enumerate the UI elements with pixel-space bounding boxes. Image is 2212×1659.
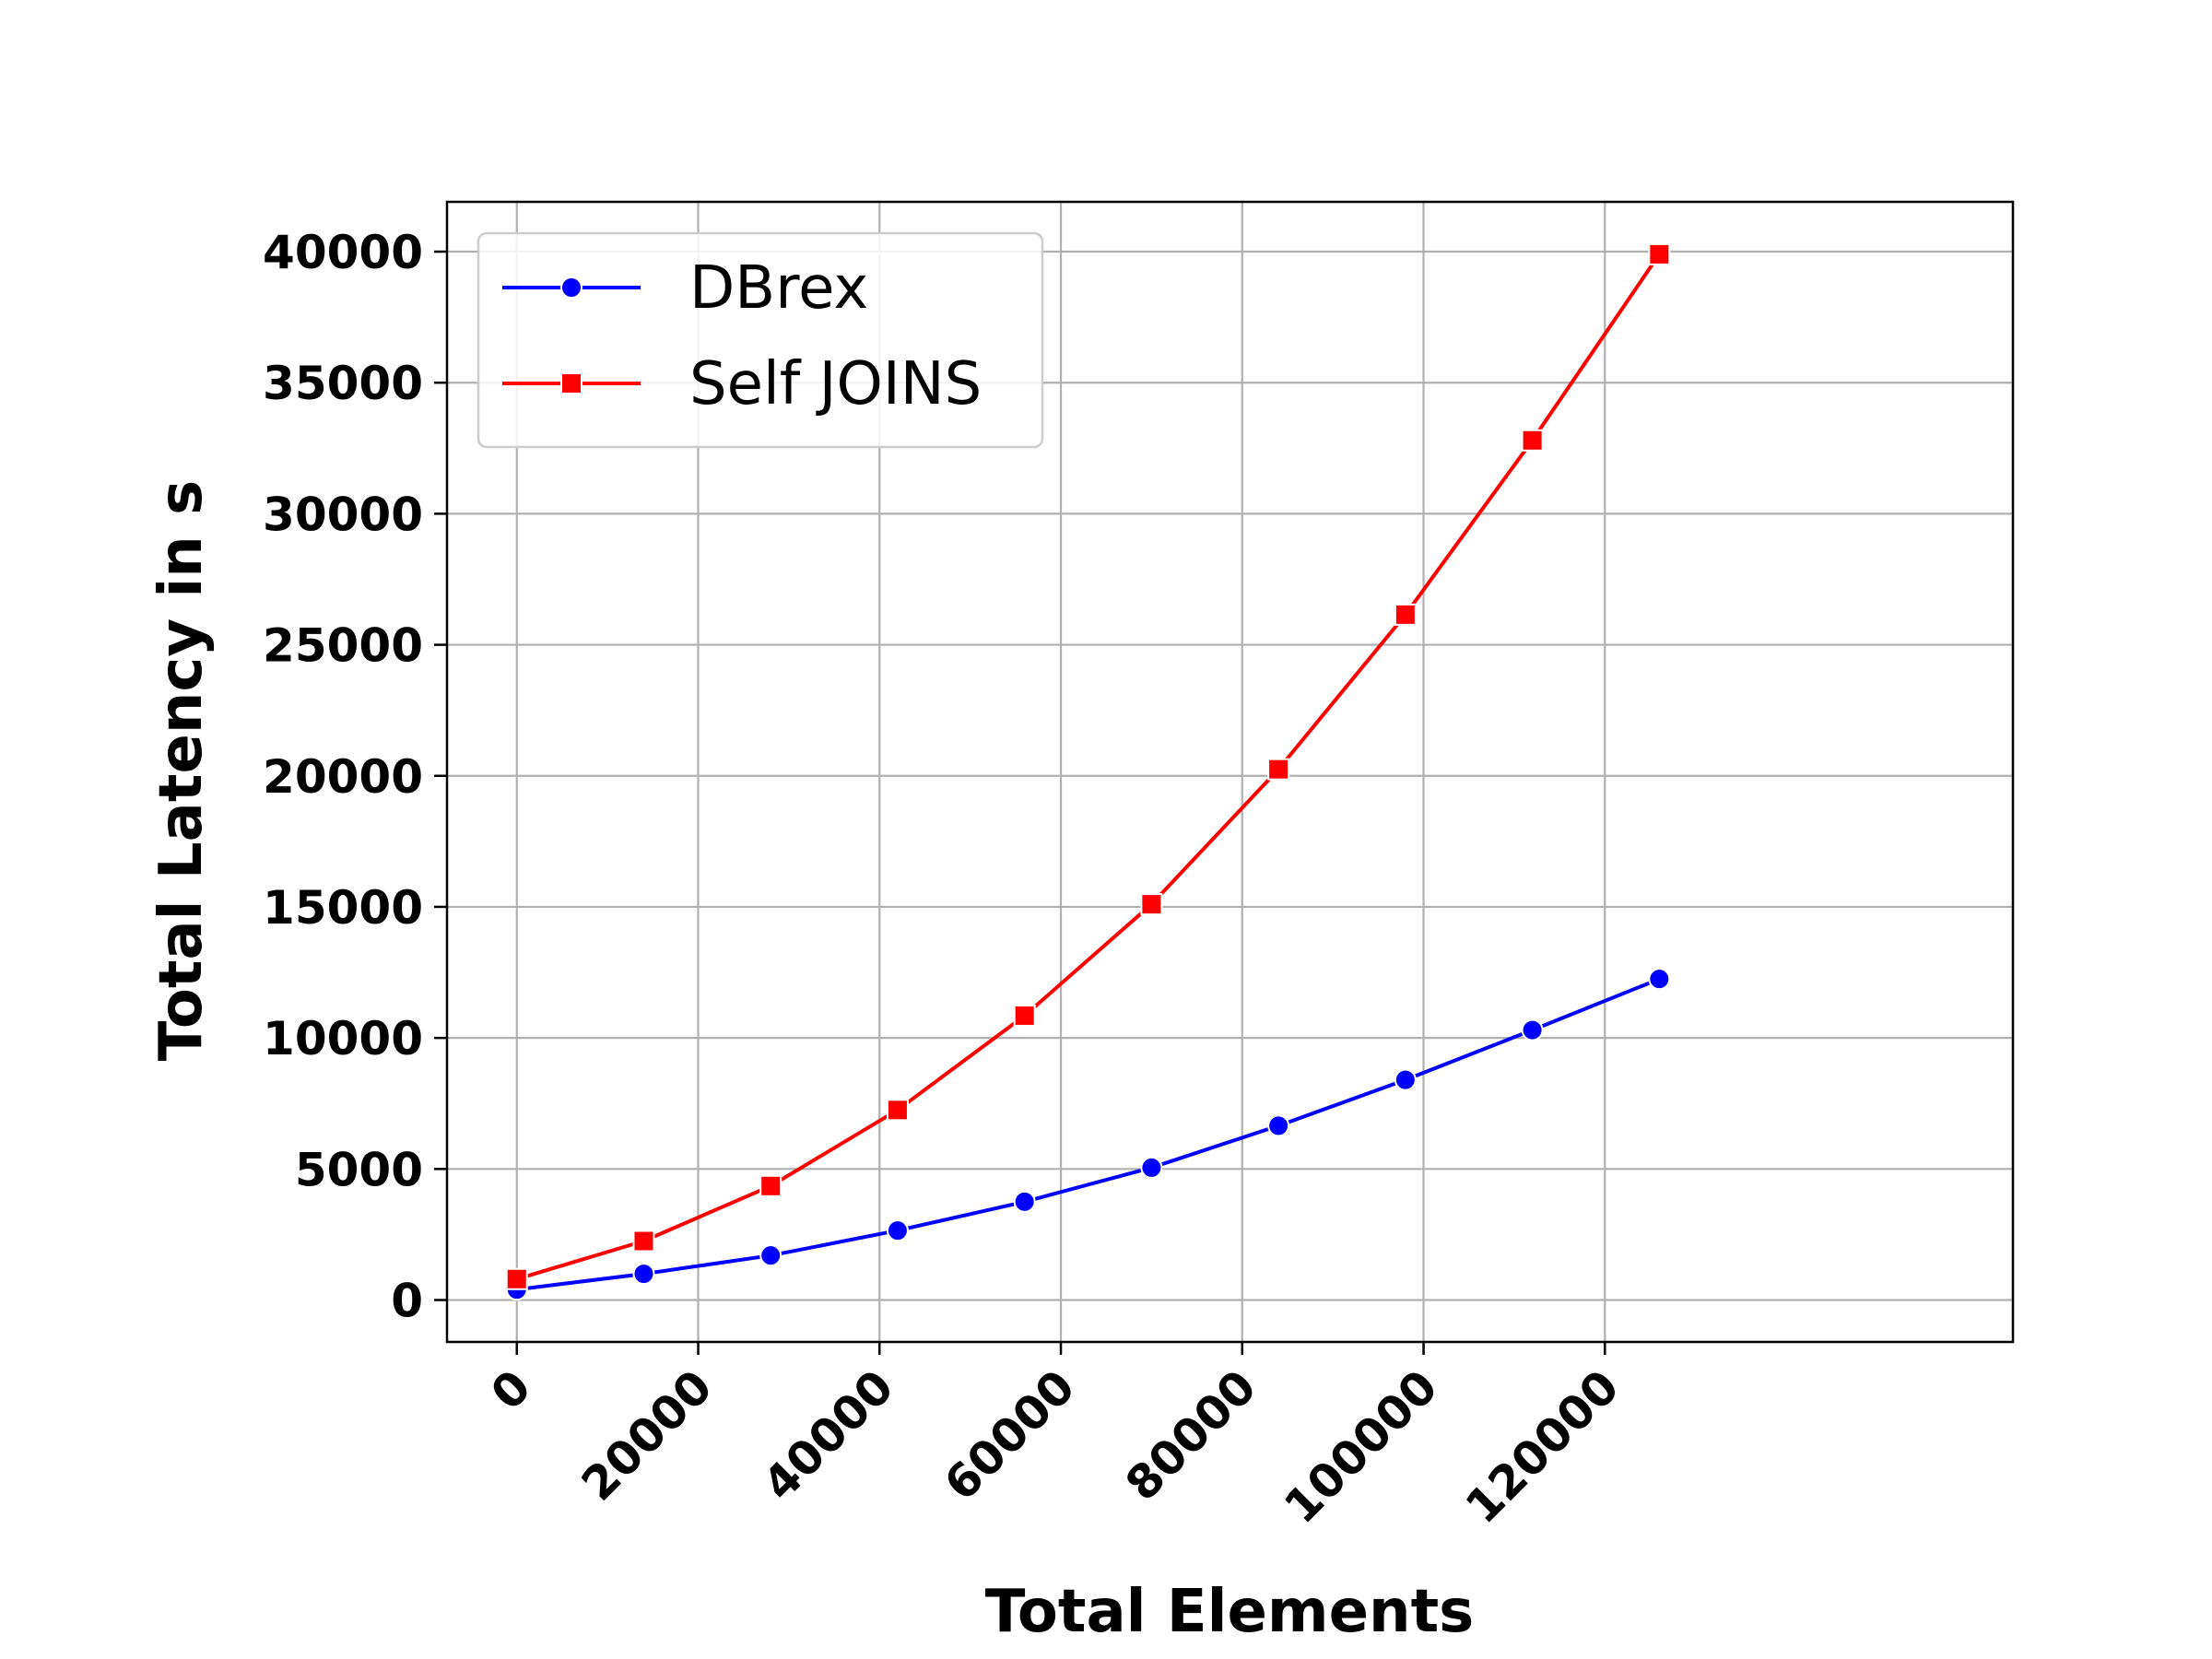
data-point-dbrex: [1013, 1190, 1036, 1213]
y-tick-label: 5000: [295, 1143, 423, 1196]
data-point-dbrex: [1267, 1114, 1290, 1137]
data-point-self-joins: [759, 1174, 782, 1197]
data-point-self-joins: [1521, 429, 1544, 452]
y-tick-label: 0: [391, 1275, 423, 1328]
x-tick-label: 80000: [1115, 1359, 1266, 1511]
x-axis-label: Total Elements: [985, 1578, 1475, 1646]
grid-lines: [447, 202, 2013, 1342]
data-point-dbrex: [759, 1244, 782, 1267]
x-tick-label: 20000: [571, 1359, 723, 1511]
data-point-self-joins: [1140, 893, 1163, 916]
data-point-dbrex: [1648, 968, 1671, 991]
y-tick-label: 40000: [263, 226, 423, 279]
y-tick-label: 25000: [263, 619, 423, 673]
y-axis-label: Total Latency in s: [147, 480, 216, 1061]
data-point-dbrex: [1394, 1068, 1417, 1091]
x-axis-ticks: 0 20000 40000 60000 80000 100000 120000: [481, 1342, 1630, 1534]
legend-marker-dbrex: [560, 276, 582, 299]
data-point-self-joins: [1013, 1004, 1036, 1027]
legend-label-dbrex: DBrex: [689, 254, 868, 323]
y-tick-label: 10000: [263, 1012, 423, 1065]
legend-label-self-joins: Self JOINS: [689, 350, 982, 418]
data-point-dbrex: [886, 1219, 909, 1242]
x-tick-label: 40000: [753, 1359, 904, 1511]
x-tick-label: 60000: [934, 1359, 1085, 1511]
legend-item-dbrex: DBrex: [502, 254, 868, 323]
x-tick-label: 0: [481, 1359, 542, 1420]
legend-marker-self-joins: [560, 372, 582, 394]
data-point-self-joins: [1648, 242, 1671, 265]
y-tick-label: 30000: [263, 488, 423, 541]
x-tick-label: 120000: [1455, 1359, 1630, 1534]
data-point-self-joins: [632, 1230, 655, 1253]
plot-frame: [445, 200, 2015, 1344]
legend-item-self-joins: Self JOINS: [502, 350, 982, 418]
data-point-dbrex: [632, 1263, 655, 1286]
data-point-self-joins: [1394, 603, 1417, 626]
series-layer: [505, 242, 1671, 1301]
y-tick-label: 35000: [263, 357, 423, 410]
data-point-self-joins: [1267, 758, 1290, 781]
series-line-dbrex: [516, 977, 1661, 1292]
series-line-self-joins: [516, 253, 1661, 1281]
data-point-dbrex: [1521, 1018, 1544, 1041]
x-tick-label: 100000: [1274, 1359, 1448, 1534]
legend: DBrex Self JOINS: [477, 231, 1044, 449]
data-point-self-joins: [505, 1267, 528, 1290]
y-tick-label: 15000: [263, 881, 423, 935]
y-axis-ticks: 0 5000 10000 15000 20000 25000 30000 35000 40000: [263, 226, 447, 1328]
y-tick-label: 20000: [263, 750, 423, 804]
data-point-self-joins: [886, 1099, 909, 1122]
data-point-dbrex: [1140, 1156, 1163, 1179]
